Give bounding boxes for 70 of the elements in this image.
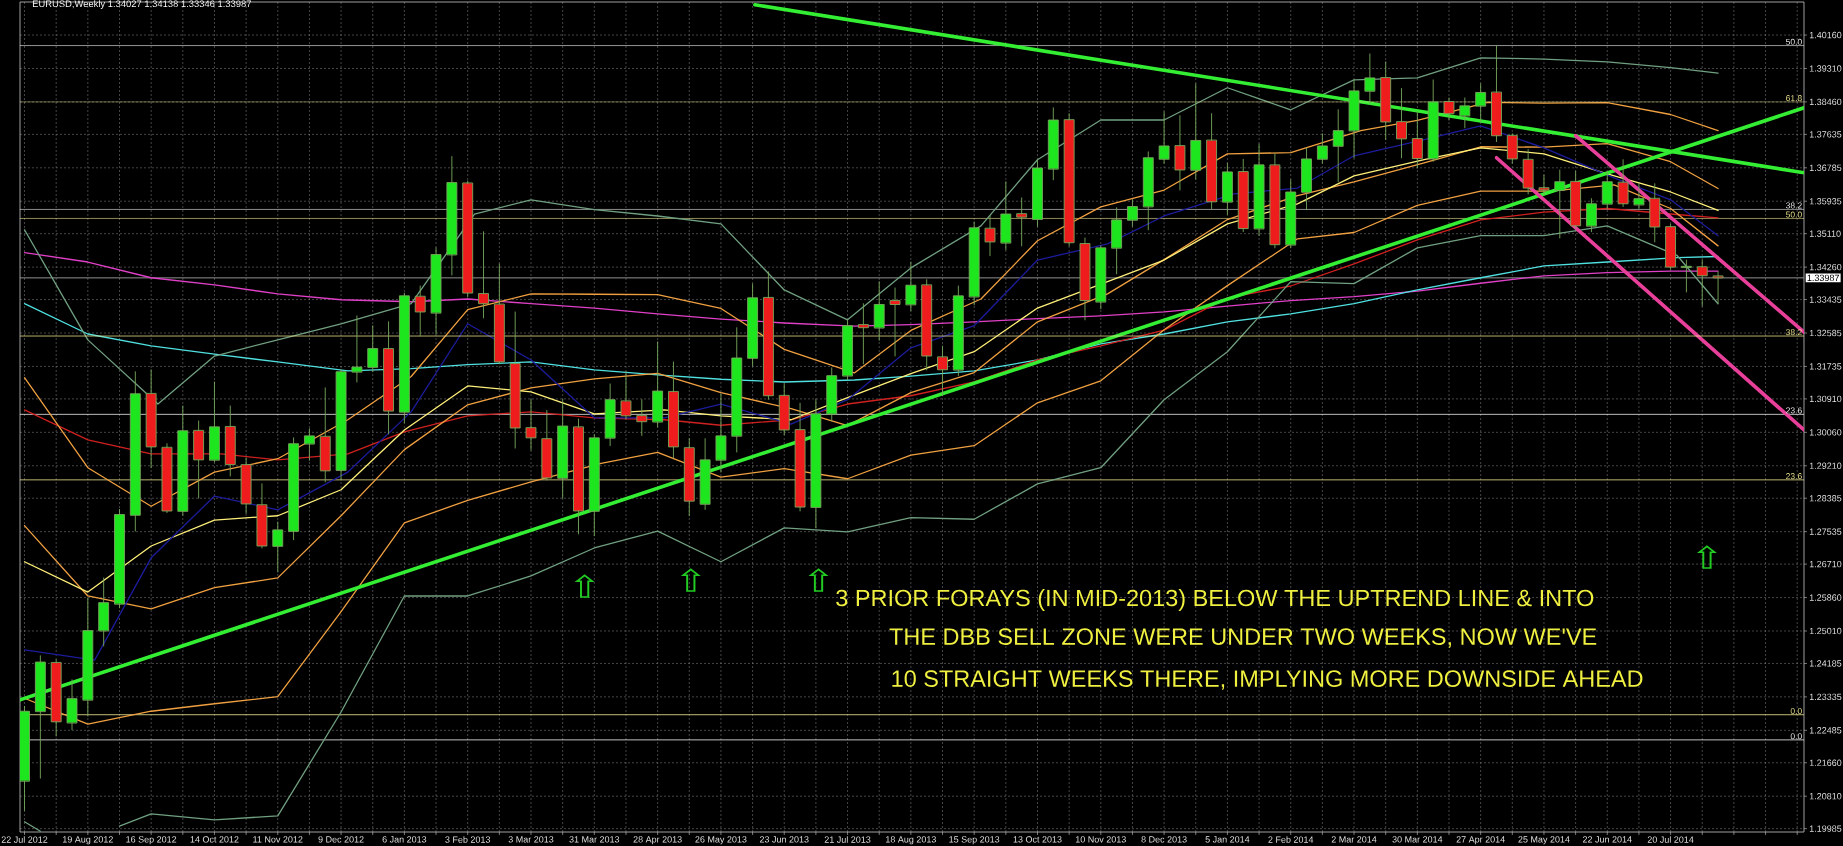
y-tick-label: 1.23335 [1809,693,1842,701]
y-tick-label: 1.34260 [1809,263,1842,271]
chart-title: EURUSD,Weekly 1.34027 1.34138 1.33346 1.33987 [32,0,251,9]
x-tick-label: 3 Feb 2013 [445,836,491,843]
x-tick-label: 16 Sep 2012 [126,836,177,845]
annotation: 23.6 [1786,407,1802,414]
x-tick-label: 2 Feb 2014 [1268,836,1314,843]
y-tick-label: 1.28385 [1809,495,1842,502]
y-tick-label: 1.38460 [1809,98,1842,106]
annotation: 10 STRAIGHT WEEKS THERE, IMPLYING MORE DOWNSIDE AHEAD [892,670,1643,690]
x-tick-label: 23 Jun 2013 [759,836,809,843]
x-tick-label: 3 Mar 2013 [508,836,554,843]
y-tick-label: 1.35110 [1809,230,1841,237]
ref-line-label: 1.33987 [1807,274,1839,282]
x-tick-label: 8 Dec 2013 [1141,836,1187,843]
y-tick-label: 1.27535 [1809,528,1842,535]
x-tick-label: 14 Oct 2012 [190,836,239,843]
y-tick-label: 1.29210 [1809,462,1842,469]
x-tick-label: 6 Jan 2013 [382,836,427,843]
annotation: ⇧ [680,568,701,592]
x-tick-label: 22 Jul 2012 [1,836,48,843]
x-tick-label: 26 May 2013 [695,836,747,845]
annotation: 61.8 [1786,95,1802,102]
x-tick-label: 10 Nov 2013 [1075,836,1126,843]
y-tick-label: 1.33435 [1809,296,1842,303]
y-tick-label: 1.22485 [1809,727,1842,734]
y-tick-label: 1.30060 [1809,429,1842,436]
annotation: ⇧ [808,568,829,592]
x-tick-label: 15 Sep 2013 [949,836,1000,845]
y-tick-label: 1.35935 [1809,198,1842,205]
y-tick-label: 1.20810 [1809,793,1842,800]
y-tick-label: 1.39310 [1809,65,1842,72]
y-tick-label: 1.25010 [1809,627,1842,635]
annotation: ⇧ [574,574,595,598]
y-tick-label: 1.37635 [1809,131,1842,138]
x-tick-label: 27 Apr 2014 [1456,836,1505,845]
y-tick-label: 1.26710 [1809,560,1842,568]
y-tick-label: 1.25860 [1809,594,1842,601]
x-tick-label: 2 Mar 2014 [1331,836,1377,843]
annotation: 3 PRIOR FORAYS (IN MID-2013) BELOW THE UPTREND LINE & INTO [836,589,1594,611]
x-tick-label: 22 Jun 2014 [1582,836,1632,843]
x-tick-label: 9 Dec 2012 [318,836,364,843]
x-tick-label: 28 Apr 2013 [633,836,682,845]
x-tick-label: 20 Jul 2014 [1647,836,1694,843]
y-tick-label: 1.21660 [1809,759,1842,766]
x-tick-label: 13 Oct 2013 [1013,836,1062,843]
annotation: 50.0 [1785,38,1802,45]
annotation: 23.6 [1786,473,1802,480]
x-tick-label: 25 May 2014 [1518,836,1570,845]
y-tick-label: 1.40160 [1809,31,1842,39]
x-tick-label: 18 Aug 2013 [886,836,936,845]
x-tick-label: 19 Aug 2012 [63,836,113,845]
x-tick-label: 11 Nov 2012 [253,836,303,843]
y-tick-label: 1.24185 [1809,660,1842,667]
annotation: 0.0 [1790,733,1802,740]
y-tick-label: 1.31735 [1809,363,1842,370]
y-tick-label: 1.32585 [1809,329,1842,337]
x-tick-label: 31 Mar 2013 [569,836,620,843]
annotation: 38.2 [1785,202,1802,209]
annotation: 50.0 [1785,211,1802,218]
x-tick-label: 5 Jan 2014 [1205,836,1250,843]
x-tick-label: 21 Jul 2013 [824,836,871,843]
y-tick-label: 1.36785 [1809,164,1842,171]
x-tick-label: 30 Mar 2014 [1392,836,1443,843]
y-tick-label: 1.30910 [1809,395,1842,403]
annotation: ⇧ [1696,545,1717,569]
annotation: 38.2 [1785,329,1802,336]
annotation: 0.0 [1790,707,1802,714]
annotation: THE DBB SELL ZONE WERE UNDER TWO WEEKS, NOW WE'VE [889,628,1597,648]
y-tick-label: 1.19985 [1809,825,1842,832]
